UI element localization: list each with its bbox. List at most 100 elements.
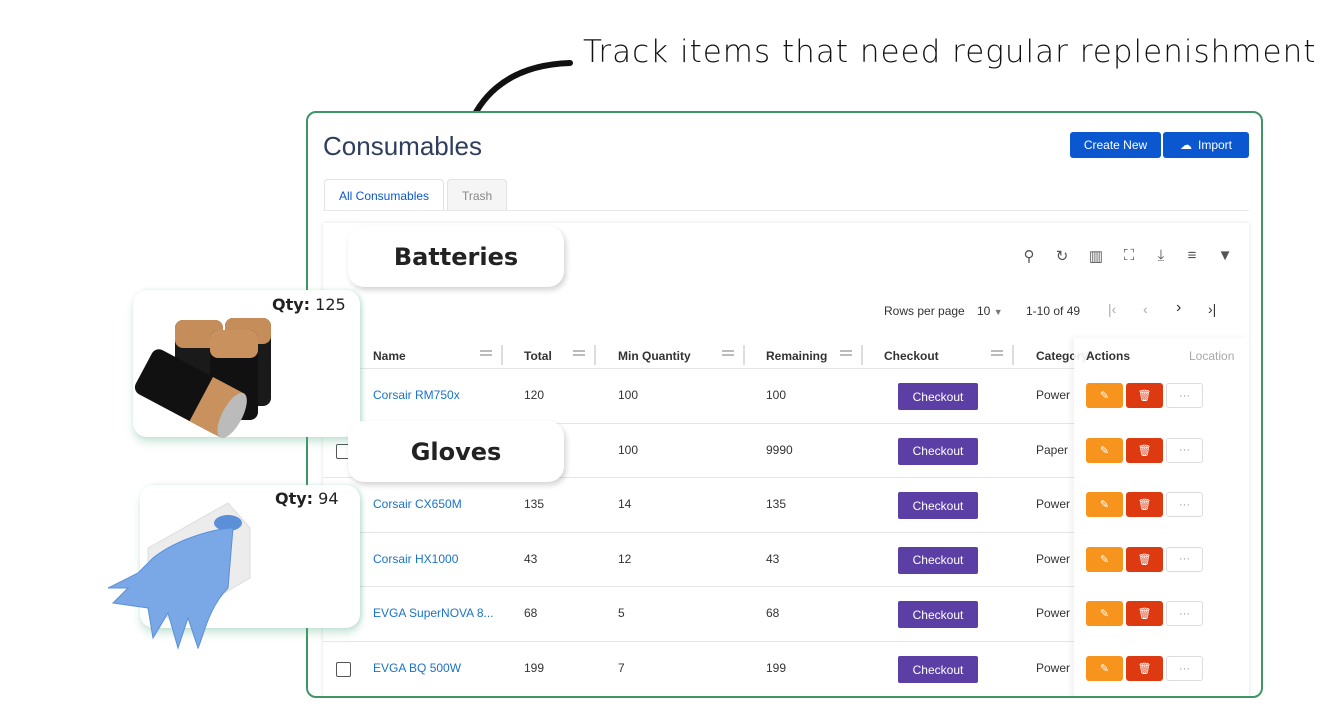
drag-handle-icon[interactable] bbox=[722, 350, 734, 356]
drag-handle-icon[interactable] bbox=[480, 350, 492, 356]
edit-button[interactable]: ✎ bbox=[1086, 601, 1123, 627]
gloves-label: Gloves bbox=[348, 421, 564, 482]
last-page-icon[interactable]: ›| bbox=[1208, 301, 1217, 317]
column-resizer[interactable] bbox=[861, 345, 863, 365]
tab-all-consumables[interactable]: All Consumables bbox=[324, 179, 445, 211]
min-quantity-cell: 5 bbox=[618, 606, 625, 621]
column-resizer[interactable] bbox=[501, 345, 503, 365]
ellipsis-icon: ··· bbox=[1179, 498, 1190, 511]
remaining-cell: 43 bbox=[766, 551, 780, 566]
edit-button[interactable]: ✎ bbox=[1086, 437, 1123, 463]
remaining-cell: 100 bbox=[766, 388, 787, 402]
more-options-button[interactable]: ··· bbox=[1166, 656, 1203, 681]
pencil-icon: ✎ bbox=[1099, 499, 1110, 512]
category-cell: Power bbox=[1036, 388, 1071, 402]
consumable-name-link[interactable]: EVGA BQ 500W bbox=[373, 661, 462, 675]
total-cell: 68 bbox=[524, 606, 538, 621]
column-header-location[interactable]: Location bbox=[1189, 349, 1235, 363]
rows-per-page-label: Rows per page bbox=[884, 304, 965, 318]
filter-icon[interactable]: ▼ bbox=[1217, 247, 1233, 264]
column-header-actions: Actions bbox=[1086, 349, 1131, 363]
checkout-button[interactable]: Checkout bbox=[898, 546, 978, 574]
pencil-icon: ✎ bbox=[1099, 553, 1110, 566]
headline: Track items that need regular replenishm… bbox=[583, 34, 1317, 70]
import-button[interactable]: ☁ Import bbox=[1163, 132, 1249, 158]
pencil-icon: ✎ bbox=[1099, 390, 1110, 402]
cloud-upload-icon: ☁ bbox=[1179, 138, 1192, 152]
search-icon[interactable]: ⚲ bbox=[1023, 248, 1035, 265]
more-options-button[interactable]: ··· bbox=[1166, 546, 1203, 572]
column-header-min-quantity[interactable]: Min Quantity bbox=[618, 349, 691, 363]
batteries-image bbox=[134, 318, 271, 439]
column-header-name[interactable]: Name bbox=[373, 349, 406, 363]
filter-list-icon[interactable]: ≡ bbox=[1187, 247, 1197, 264]
edit-button[interactable]: ✎ bbox=[1086, 546, 1123, 572]
checkout-button[interactable]: Checkout bbox=[898, 601, 978, 629]
delete-button[interactable]: 🗑 bbox=[1126, 546, 1163, 572]
table-row: Corsair CX650M 135 14 135 Checkout Power bbox=[323, 477, 1249, 532]
remaining-cell: 9990 bbox=[766, 442, 793, 457]
category-cell: Power bbox=[1036, 606, 1071, 621]
delete-button[interactable]: 🗑 bbox=[1126, 383, 1163, 408]
gloves-image bbox=[108, 502, 251, 650]
drag-handle-icon[interactable] bbox=[573, 350, 585, 356]
checkout-button[interactable]: Checkout bbox=[898, 492, 978, 520]
ellipsis-icon: ··· bbox=[1179, 389, 1190, 402]
prev-page-icon[interactable]: ‹ bbox=[1143, 301, 1148, 317]
consumable-name-link[interactable]: Corsair HX1000 bbox=[373, 551, 459, 566]
columns-icon[interactable]: ▥ bbox=[1088, 248, 1104, 265]
min-quantity-cell: 100 bbox=[618, 388, 639, 402]
download-icon[interactable]: ⤓ bbox=[1157, 247, 1165, 264]
edit-button[interactable]: ✎ bbox=[1086, 383, 1123, 408]
column-resizer[interactable] bbox=[743, 345, 745, 365]
total-cell: 135 bbox=[524, 497, 545, 512]
delete-button[interactable]: 🗑 bbox=[1126, 437, 1163, 463]
consumable-name-link[interactable]: Corsair CX650M bbox=[373, 497, 462, 512]
ellipsis-icon: ··· bbox=[1179, 444, 1190, 457]
table-row: Corsair HX1000 43 12 43 Checkout Power bbox=[323, 531, 1249, 587]
column-resizer[interactable] bbox=[594, 345, 596, 365]
trash-icon: 🗑 bbox=[1137, 553, 1152, 566]
column-header-checkout[interactable]: Checkout bbox=[884, 349, 939, 363]
table-card: ⚲ ↻ ▥ ⛶ ⤓ ≡ ▼ Rows per page 10 ▼ 1-10 of… bbox=[323, 223, 1249, 696]
drag-handle-icon[interactable] bbox=[840, 350, 852, 356]
drag-handle-icon[interactable] bbox=[991, 350, 1003, 356]
ellipsis-icon: ··· bbox=[1179, 607, 1190, 620]
fullscreen-icon[interactable]: ⛶ bbox=[1123, 247, 1135, 264]
checkout-button[interactable]: Checkout bbox=[898, 383, 978, 410]
more-options-button[interactable]: ··· bbox=[1166, 601, 1203, 627]
edit-button[interactable]: ✎ bbox=[1086, 492, 1123, 518]
batteries-label: Batteries bbox=[348, 226, 564, 287]
refresh-icon[interactable]: ↻ bbox=[1055, 248, 1069, 265]
table-row: Corsair RM750x 120 100 100 Checkout Powe… bbox=[323, 368, 1249, 423]
first-page-icon[interactable]: |‹ bbox=[1108, 301, 1117, 317]
more-options-button[interactable]: ··· bbox=[1166, 492, 1203, 518]
remaining-cell: 199 bbox=[766, 661, 787, 675]
batteries-qty: Qty: 125 bbox=[272, 295, 346, 314]
delete-button[interactable]: 🗑 bbox=[1126, 492, 1163, 518]
row-checkbox[interactable] bbox=[336, 662, 351, 677]
column-header-remaining[interactable]: Remaining bbox=[766, 349, 828, 363]
column-resizer[interactable] bbox=[1012, 345, 1014, 365]
next-page-icon[interactable]: › bbox=[1176, 299, 1182, 316]
checkout-button[interactable]: Checkout bbox=[898, 656, 978, 683]
delete-button[interactable]: 🗑 bbox=[1126, 656, 1163, 681]
total-cell: 43 bbox=[524, 551, 538, 566]
consumable-name-link[interactable]: EVGA SuperNOVA 8... bbox=[373, 606, 494, 621]
pencil-icon: ✎ bbox=[1099, 663, 1110, 675]
edit-button[interactable]: ✎ bbox=[1086, 656, 1123, 681]
delete-button[interactable]: 🗑 bbox=[1126, 601, 1163, 627]
more-options-button[interactable]: ··· bbox=[1166, 437, 1203, 463]
consumable-name-link[interactable]: Corsair RM750x bbox=[373, 388, 460, 402]
category-cell: Power bbox=[1036, 551, 1071, 566]
checkout-button[interactable]: Checkout bbox=[898, 437, 978, 465]
create-new-button[interactable]: Create New bbox=[1070, 132, 1161, 158]
min-quantity-cell: 100 bbox=[618, 442, 639, 457]
trash-icon: 🗑 bbox=[1137, 444, 1152, 457]
tab-trash[interactable]: Trash bbox=[447, 179, 508, 211]
actions-column: Actions ✎ 🗑 ··· ✎ 🗑 ··· ✎ 🗑 ··· ✎ 🗑 ··· … bbox=[1074, 338, 1249, 696]
more-options-button[interactable]: ··· bbox=[1166, 383, 1203, 408]
column-header-total[interactable]: Total bbox=[524, 349, 552, 363]
pagination-range: 1-10 of 49 bbox=[1026, 304, 1081, 318]
rows-per-page-select[interactable]: 10 ▼ bbox=[977, 304, 1003, 318]
